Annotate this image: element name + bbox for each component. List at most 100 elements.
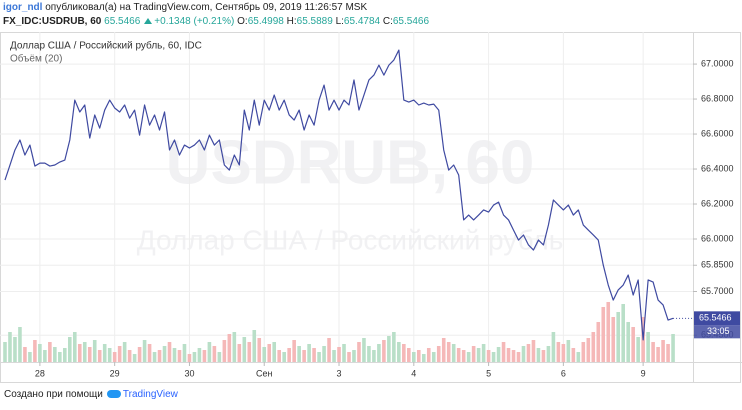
x-tick-label: 30 <box>184 368 194 378</box>
volume-bar <box>152 352 157 362</box>
volume-bar <box>352 350 356 362</box>
volume-bar <box>177 350 182 362</box>
footer-text: Создано при помощи <box>4 389 103 400</box>
symbol: FX_IDC:USDRUB, 60 <box>3 16 102 27</box>
x-tick-label: 6 <box>561 368 566 378</box>
volume-bar <box>257 338 262 362</box>
volume-bar <box>397 342 401 362</box>
volume-bar <box>312 348 316 362</box>
volume-bar <box>77 344 82 362</box>
volume-bar <box>362 338 366 362</box>
volume-bar <box>631 327 635 362</box>
volume-bar <box>436 346 441 362</box>
volume-bar <box>581 342 586 362</box>
volume-bar <box>192 352 197 362</box>
ohlc-value: 65.5466 <box>392 16 430 27</box>
volume-bar <box>272 342 277 362</box>
x-tick-label: 9 <box>641 368 646 378</box>
volume-bar <box>556 342 561 362</box>
ohlc-value: 65.5889 <box>296 16 333 27</box>
volume-bar <box>167 342 172 362</box>
volume-bar <box>387 336 391 362</box>
volume-bar <box>212 346 217 362</box>
volume-bar <box>207 342 212 362</box>
volume-bar <box>202 350 207 362</box>
volume-bar <box>636 337 640 362</box>
volume-bar <box>127 350 132 362</box>
volume-bar <box>122 342 127 362</box>
volume-bar <box>8 332 12 362</box>
volume-bar <box>476 348 481 362</box>
volume-bar <box>147 344 152 362</box>
volume-bar <box>247 342 252 362</box>
volume-bar <box>421 354 426 362</box>
volume-bar <box>102 344 107 362</box>
volume-bar <box>97 350 102 362</box>
volume-bar <box>53 347 57 362</box>
y-tick-label: 66.0000 <box>701 233 734 243</box>
published: опубликовал(а) на TradingView.com, Сентя… <box>45 2 368 13</box>
volume-bar <box>317 352 321 362</box>
volume-bar <box>252 330 257 362</box>
volume-bar <box>511 350 516 362</box>
y-tick-label: 66.8000 <box>701 93 734 103</box>
volume-bar <box>606 302 611 362</box>
author[interactable]: igor_ndl <box>3 2 43 13</box>
volume-bar <box>496 347 501 362</box>
volume-bar <box>461 350 466 362</box>
volume-bar <box>63 348 67 362</box>
volume-bar <box>586 338 591 362</box>
volume-bar <box>187 354 192 362</box>
volume-bar <box>561 344 566 362</box>
volume-bar <box>332 350 336 362</box>
volume-bar <box>227 334 232 362</box>
volume-bar <box>307 344 311 362</box>
volume-bar <box>18 327 22 362</box>
volume-bar <box>506 348 511 362</box>
chart: USDRUB, 60 Доллар США / Российский рубль… <box>0 32 742 383</box>
volume-bar <box>117 346 122 362</box>
volume-bar <box>232 332 237 362</box>
change: +0.1348 (+0.21%) <box>154 16 235 27</box>
volume-bar <box>611 317 616 362</box>
volume-bar <box>456 348 461 362</box>
volume-bar <box>322 346 326 362</box>
countdown-box <box>694 325 740 339</box>
volume-bar <box>671 334 675 362</box>
brand[interactable]: TradingView <box>122 389 178 400</box>
volume-bar <box>132 354 137 362</box>
volume-bar <box>287 348 291 362</box>
x-tick-label: 28 <box>35 368 45 378</box>
volume-bar <box>566 340 571 362</box>
volume-bar <box>621 304 626 362</box>
logo <box>106 390 121 399</box>
volume-bar <box>412 352 416 362</box>
volume-bar <box>107 348 112 362</box>
volume-bar <box>292 340 296 362</box>
volume-bar <box>3 342 7 362</box>
volume-bar <box>486 350 491 362</box>
volume-bar <box>392 332 396 362</box>
volume-bar <box>431 352 436 362</box>
volume-bar <box>536 348 541 362</box>
volume-bar <box>43 350 47 362</box>
volume-bar <box>48 342 52 362</box>
x-tick-label: Сен <box>256 368 273 378</box>
volume-bar <box>217 352 222 362</box>
volume-bar <box>172 348 177 362</box>
volume-bar <box>576 352 581 362</box>
frame <box>0 32 741 383</box>
volume-bar <box>601 307 606 362</box>
volume-bar <box>521 346 526 362</box>
volume-bar <box>282 352 286 362</box>
watermark-sub: Доллар США / Российский рубль <box>137 224 564 255</box>
footer: Создано при помощи TradingView <box>4 389 178 400</box>
volume-bar <box>162 346 167 362</box>
volume-bar <box>33 340 37 362</box>
volume-bar <box>416 350 421 362</box>
x-tick-label: 4 <box>411 368 416 378</box>
volume-bar <box>656 347 660 362</box>
volume-bar <box>407 348 411 362</box>
volume-bar <box>372 350 376 362</box>
